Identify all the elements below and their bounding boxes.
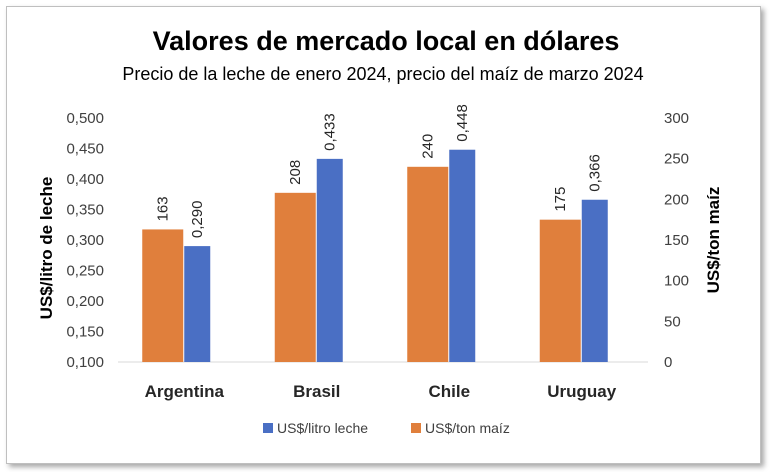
data-label-leche: 0,433 — [322, 113, 339, 151]
legend-swatch — [411, 423, 421, 433]
bar-leche — [449, 149, 476, 362]
data-label-leche: 0,366 — [587, 154, 604, 192]
chart-frame — [6, 6, 761, 464]
y-axis-right-title: US$/ton maíz — [704, 187, 723, 294]
bar-maiz — [142, 229, 184, 362]
y-left-tick-label: 0,300 — [66, 232, 104, 249]
chart-subtitle: Precio de la leche de enero 2024, precio… — [122, 64, 643, 84]
y-left-tick-label: 0,100 — [66, 354, 104, 371]
bar-leche — [581, 199, 608, 362]
y-left-tick-label: 0,400 — [66, 171, 104, 188]
category-label: Argentina — [145, 382, 225, 401]
bar-leche — [184, 246, 211, 362]
y-left-tick-label: 0,250 — [66, 263, 104, 280]
data-label-maiz: 163 — [155, 196, 172, 221]
y-right-tick-label: 0 — [664, 354, 672, 371]
data-label-leche: 0,290 — [189, 201, 206, 239]
data-label-leche: 0,448 — [454, 104, 471, 142]
y-left-tick-label: 0,150 — [66, 324, 104, 341]
y-left-tick-label: 0,350 — [66, 202, 104, 219]
bar-maiz — [539, 219, 581, 362]
y-right-tick-label: 250 — [664, 151, 689, 168]
y-right-tick-label: 100 — [664, 273, 689, 290]
y-right-tick-label: 150 — [664, 232, 689, 249]
data-label-maiz: 240 — [420, 134, 437, 159]
legend-swatch — [263, 423, 273, 433]
bar-leche — [316, 158, 343, 362]
y-right-tick-label: 200 — [664, 191, 689, 208]
legend-label: US$/litro leche — [277, 420, 368, 436]
y-right-tick-label: 300 — [664, 110, 689, 127]
y-axis-left-title: US$/litro de leche — [37, 177, 56, 320]
category-label: Uruguay — [547, 382, 617, 401]
bar-maiz — [274, 192, 316, 362]
y-left-tick-label: 0,500 — [66, 110, 104, 127]
legend-label: US$/ton maíz — [425, 420, 510, 436]
data-label-maiz: 208 — [287, 160, 304, 185]
y-left-tick-label: 0,200 — [66, 293, 104, 310]
y-right-tick-label: 50 — [664, 313, 681, 330]
chart-title: Valores de mercado local en dólares — [153, 26, 620, 56]
y-left-tick-label: 0,450 — [66, 141, 104, 158]
bar-maiz — [407, 166, 449, 362]
category-label: Brasil — [293, 382, 340, 401]
data-label-maiz: 175 — [552, 187, 569, 212]
category-label: Chile — [428, 382, 470, 401]
